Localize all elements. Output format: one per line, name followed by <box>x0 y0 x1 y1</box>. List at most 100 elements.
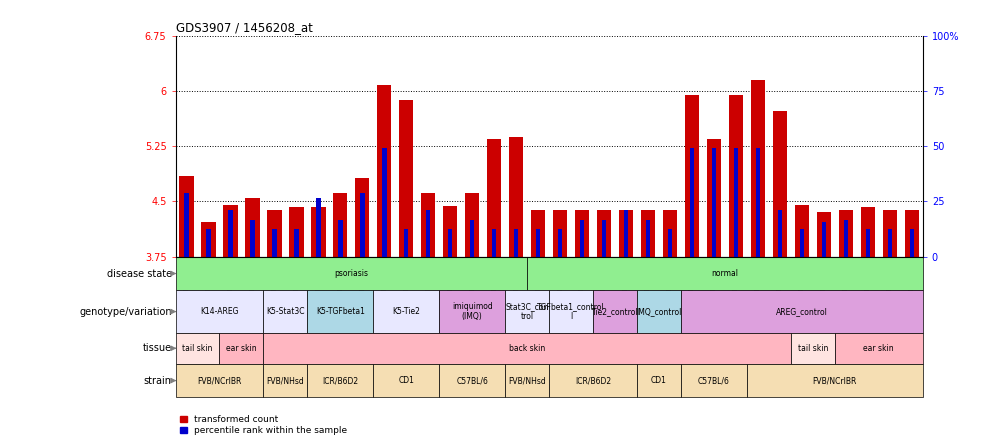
Bar <box>794 205 809 257</box>
Text: disease state: disease state <box>106 269 171 278</box>
Bar <box>509 136 523 257</box>
Bar <box>552 210 567 257</box>
Bar <box>799 230 804 257</box>
Text: K5-Tie2: K5-Tie2 <box>392 307 420 316</box>
Text: FVB/NHsd: FVB/NHsd <box>267 376 304 385</box>
Bar <box>307 364 373 397</box>
Bar <box>557 230 562 257</box>
Bar <box>179 176 193 257</box>
Bar <box>843 220 847 257</box>
Text: IMQ_control: IMQ_control <box>635 307 681 316</box>
Bar <box>470 220 474 257</box>
Text: C57BL/6: C57BL/6 <box>697 376 729 385</box>
Bar <box>443 206 457 257</box>
Bar <box>601 220 605 257</box>
Bar <box>316 198 321 257</box>
Bar <box>250 220 255 257</box>
Bar <box>373 364 439 397</box>
Bar <box>772 111 787 257</box>
Bar <box>487 139 501 257</box>
Bar <box>728 95 742 257</box>
Bar <box>777 210 782 257</box>
Bar <box>513 230 518 257</box>
Bar <box>549 364 636 397</box>
Bar <box>667 230 671 257</box>
Text: K5-TGFbeta1: K5-TGFbeta1 <box>316 307 365 316</box>
Bar <box>399 99 413 257</box>
Text: C57BL/6: C57BL/6 <box>456 376 488 385</box>
Bar <box>596 210 610 257</box>
Bar <box>746 364 922 397</box>
Bar <box>680 364 746 397</box>
Bar <box>338 220 343 257</box>
Text: K5-Stat3C: K5-Stat3C <box>266 307 305 316</box>
Bar <box>219 333 264 364</box>
Bar <box>684 95 698 257</box>
Text: back skin: back skin <box>509 344 545 353</box>
Bar <box>223 205 237 257</box>
Bar <box>228 210 232 257</box>
Bar <box>377 85 391 257</box>
Bar <box>791 333 834 364</box>
Bar <box>382 148 386 257</box>
Bar <box>882 210 896 257</box>
Bar <box>184 193 188 257</box>
Text: K14-AREG: K14-AREG <box>200 307 238 316</box>
Bar <box>636 364 680 397</box>
Bar <box>592 290 636 333</box>
Text: Tie2_control: Tie2_control <box>591 307 637 316</box>
Bar <box>904 210 918 257</box>
Bar <box>579 220 584 257</box>
Bar <box>404 230 408 257</box>
Text: ear skin: ear skin <box>225 344 257 353</box>
Legend: transformed count, percentile rank within the sample: transformed count, percentile rank withi… <box>180 415 348 435</box>
Bar <box>505 290 549 333</box>
Text: tail skin: tail skin <box>182 344 212 353</box>
Bar <box>750 80 765 257</box>
Bar <box>711 148 715 257</box>
Bar <box>355 178 369 257</box>
Bar <box>175 333 219 364</box>
Bar <box>623 210 627 257</box>
Bar <box>816 213 831 257</box>
Bar <box>264 333 791 364</box>
Text: FVB/NCrIBR: FVB/NCrIBR <box>197 376 241 385</box>
Text: tail skin: tail skin <box>797 344 828 353</box>
Bar <box>307 290 373 333</box>
Bar <box>294 230 299 257</box>
Text: AREG_control: AREG_control <box>776 307 827 316</box>
Bar <box>264 364 307 397</box>
Bar <box>680 290 922 333</box>
Text: TGFbeta1_control
l: TGFbeta1_control l <box>537 302 604 321</box>
Bar <box>549 290 592 333</box>
Text: normal: normal <box>710 269 737 278</box>
Text: ICR/B6D2: ICR/B6D2 <box>574 376 610 385</box>
Text: imiquimod
(IMQ): imiquimod (IMQ) <box>451 302 492 321</box>
Text: CD1: CD1 <box>650 376 666 385</box>
Bar <box>618 210 632 257</box>
Bar <box>662 210 676 257</box>
Bar <box>333 193 347 257</box>
Bar <box>755 148 760 257</box>
Bar <box>201 222 215 257</box>
Bar <box>535 230 540 257</box>
Text: CD1: CD1 <box>398 376 414 385</box>
Bar <box>838 210 852 257</box>
Bar <box>175 290 264 333</box>
Bar <box>421 193 435 257</box>
Bar <box>887 230 891 257</box>
Bar <box>689 148 693 257</box>
Bar <box>505 364 549 397</box>
Text: FVB/NCrIBR: FVB/NCrIBR <box>812 376 856 385</box>
Bar <box>448 230 452 257</box>
Text: tissue: tissue <box>142 343 171 353</box>
Bar <box>439 290 505 333</box>
Bar <box>492 230 496 257</box>
Bar <box>206 230 210 257</box>
Bar <box>175 257 527 290</box>
Bar <box>821 222 826 257</box>
Bar <box>640 210 654 257</box>
Bar <box>360 193 364 257</box>
Bar <box>289 207 304 257</box>
Bar <box>373 290 439 333</box>
